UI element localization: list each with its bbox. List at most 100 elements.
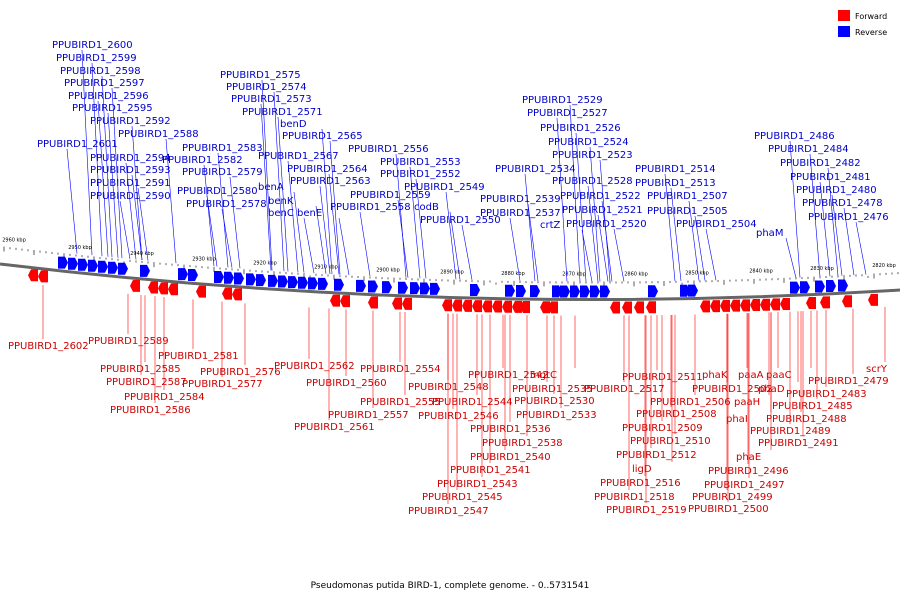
reverse-leader-line [206,195,218,267]
forward-gene-label: scrY [866,364,888,375]
forward-gene-label: PPUBIRD1_2517 [584,384,665,395]
reverse-gene [298,276,308,289]
reverse-gene-label: benA [258,182,284,193]
reverse-gene-label: PPUBIRD1_2478 [802,198,883,209]
reverse-gene-label: PPUBIRD1_2556 [348,144,429,155]
forward-gene [820,296,830,309]
reverse-gene-label: PPUBIRD1_2522 [560,191,641,202]
forward-gene-label: PPUBIRD1_2530 [514,396,595,407]
forward-gene-label: PPUBIRD1_2562 [274,361,355,372]
forward-gene [502,300,512,313]
forward-gene-label: mgtC [530,370,557,381]
forward-gene [806,296,816,309]
reverse-gene-label: PPUBIRD1_2534 [495,164,576,175]
reverse-gene-label: PPUBIRD1_2481 [790,172,871,183]
reverse-leader-line [125,162,137,260]
tick-label: 2860 kbp [624,271,648,277]
forward-gene [492,300,502,313]
reverse-leader-line [273,91,285,272]
reverse-leader-line [785,237,797,278]
forward-gene-label: phaI [726,414,748,425]
tick-label: 2920 kbp [253,261,277,267]
forward-gene [720,299,730,312]
forward-gene-label: PPUBIRD1_2496 [708,466,789,477]
reverse-leader-line [97,100,109,257]
reverse-leader-line [359,211,371,277]
reverse-gene-label: PPUBIRD1_2482 [780,158,861,169]
tick-label: 2820 kbp [872,263,896,269]
reverse-leader-line [524,173,536,282]
reverse-leader-line [66,148,78,254]
reverse-leader-line [315,205,327,274]
reverse-leader-line [111,87,123,259]
reverse-leader-line [449,211,461,280]
forward-gene-label: PPUBIRD1_2516 [600,478,681,489]
reverse-gene-label: phaM [756,228,783,239]
forward-gene-label: PPUBIRD1_2519 [606,505,687,516]
reverse-gene-label: PPUBIRD1_2549 [404,182,485,193]
reverse-leader-line [705,228,717,281]
reverse-leader-line [303,217,315,274]
tick-label: 2870 kbp [562,272,586,278]
reverse-leader-line [581,229,593,282]
reverse-gene [140,264,150,277]
reverse-leader-line [119,200,131,259]
forward-gene [130,279,140,292]
reverse-leader-line [131,125,143,261]
reverse-gene-label: PPUBIRD1_2553 [380,157,461,168]
reverse-gene [108,261,118,274]
tick-label: 2960 kbp [2,238,26,244]
reverse-gene-label: PPUBIRD1_2528 [552,176,633,187]
legend-forward-label: Forward [855,12,887,21]
tick-label: 2880 kbp [501,271,525,277]
tick-label: 2840 kbp [749,269,773,275]
reverse-gene [214,271,224,284]
forward-gene-label: PPUBIRD1_2541 [450,465,531,476]
reverse-gene [256,274,266,287]
forward-gene-label: PPUBIRD1_2483 [786,389,867,400]
forward-gene [482,300,492,313]
forward-gene [28,269,38,282]
forward-gene-label: PPUBIRD1_2546 [418,411,499,422]
reverse-gene [78,258,88,271]
tick-label: 2830 kbp [810,266,834,272]
reverse-leader-line [131,174,143,261]
forward-gene [842,295,852,308]
reverse-gene-label: PPUBIRD1_2537 [480,208,561,219]
reverse-leader-line [527,203,539,282]
reverse-leader-line [277,116,289,272]
reverse-gene-label: PPUBIRD1_2476 [808,212,889,223]
reverse-gene [590,285,600,298]
reverse-gene [382,281,392,294]
reverse-gene [530,285,540,298]
forward-gene-label: PPUBIRD1_2510 [630,436,711,447]
reverse-leader-line [670,187,682,281]
reverse-leader-line [328,173,340,275]
reverse-leader-line [575,132,587,282]
forward-gene [512,300,522,313]
reverse-gene-label: PPUBIRD1_2484 [768,144,849,155]
reverse-leader-line [165,138,177,264]
reverse-gene-label: PPUBIRD1_2529 [522,95,603,106]
reverse-leader-line [587,185,599,282]
forward-gene-label: phaD [758,384,785,395]
reverse-gene-label: PPUBIRD1_2523 [552,150,633,161]
reverse-gene-label: PPUBIRD1_2598 [60,66,141,77]
forward-gene [548,301,558,314]
forward-gene-label: PPUBIRD1_2589 [88,336,169,347]
genome-backbone [0,262,900,302]
reverse-gene-label: PPUBIRD1_2595 [72,103,153,114]
reverse-gene-label: PPUBIRD1_2505 [647,206,728,217]
reverse-gene-label: PPUBIRD1_2597 [64,78,145,89]
reverse-gene-label: PPUBIRD1_2588 [118,129,199,140]
forward-gene-label: PPUBIRD1_2545 [422,492,503,503]
forward-gene-label: PPUBIRD1_2506 [650,397,731,408]
forward-gene-label: PPUBIRD1_2547 [408,506,489,517]
reverse-gene [224,271,234,284]
forward-gene-label: PPUBIRD1_2500 [688,504,769,515]
reverse-gene [118,262,128,275]
reverse-gene-label: PPUBIRD1_2565 [282,131,363,142]
forward-gene [232,288,242,301]
reverse-gene-label: PPUBIRD1_2579 [182,167,263,178]
reverse-gene [430,282,440,295]
